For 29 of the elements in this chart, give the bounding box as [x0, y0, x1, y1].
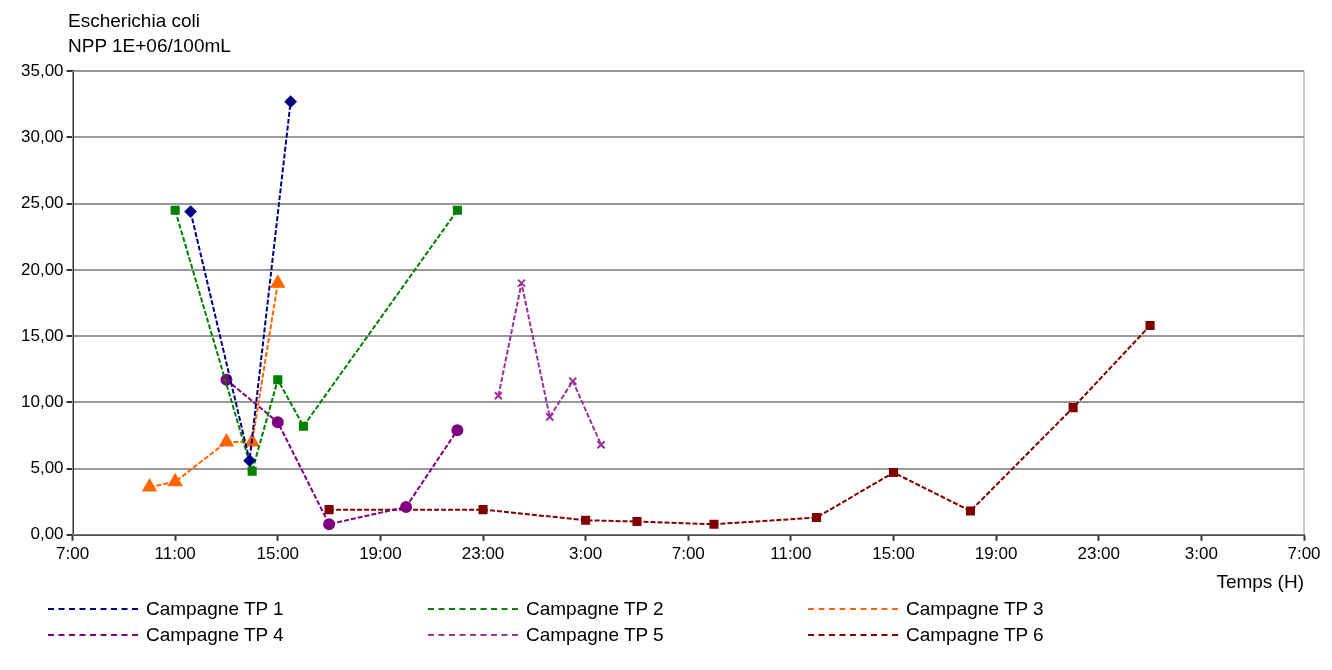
x-tick-label: 11:00 — [770, 543, 812, 563]
x-tick-label: 15:00 — [872, 543, 915, 563]
x-tick-label: 15:00 — [256, 543, 300, 563]
x-tick-label: 3:00 — [569, 543, 603, 563]
x-tick-label: 11:00 — [154, 543, 196, 563]
y-tick-label: 30,00 — [20, 127, 64, 147]
y-tick-label: 35,00 — [20, 60, 64, 80]
y-tick-label: 15,00 — [20, 325, 64, 345]
y-tick-label: 10,00 — [20, 392, 64, 412]
x-axis-title: Temps (H) — [1216, 570, 1304, 592]
x-tick-label: 23:00 — [461, 543, 505, 563]
x-tick-label: 7:00 — [1287, 543, 1321, 563]
y-tick-label: 5,00 — [30, 458, 64, 478]
y-tick-label: 0,00 — [30, 524, 64, 544]
legend-label: Campagne TP 4 — [146, 624, 284, 646]
legend-label: Campagne TP 1 — [146, 598, 284, 620]
legend-label: Campagne TP 5 — [526, 624, 664, 646]
legend-label: Campagne TP 2 — [526, 598, 664, 620]
x-tick-label: 23:00 — [1077, 543, 1121, 563]
x-tick-label: 7:00 — [55, 543, 90, 563]
y-axis-title: Escherichia coli NPP 1E+06/100mL — [68, 9, 232, 58]
x-tick-label: 19:00 — [974, 543, 1018, 563]
y-tick-label: 20,00 — [20, 259, 64, 279]
x-tick-label: 19:00 — [359, 543, 402, 563]
y-tick-label: 25,00 — [20, 193, 64, 213]
x-tick-label: 3:00 — [1184, 543, 1218, 563]
legend-label: Campagne TP 3 — [906, 598, 1044, 620]
legend-label: Campagne TP 6 — [906, 624, 1044, 646]
x-tick-label: 7:00 — [671, 543, 705, 563]
